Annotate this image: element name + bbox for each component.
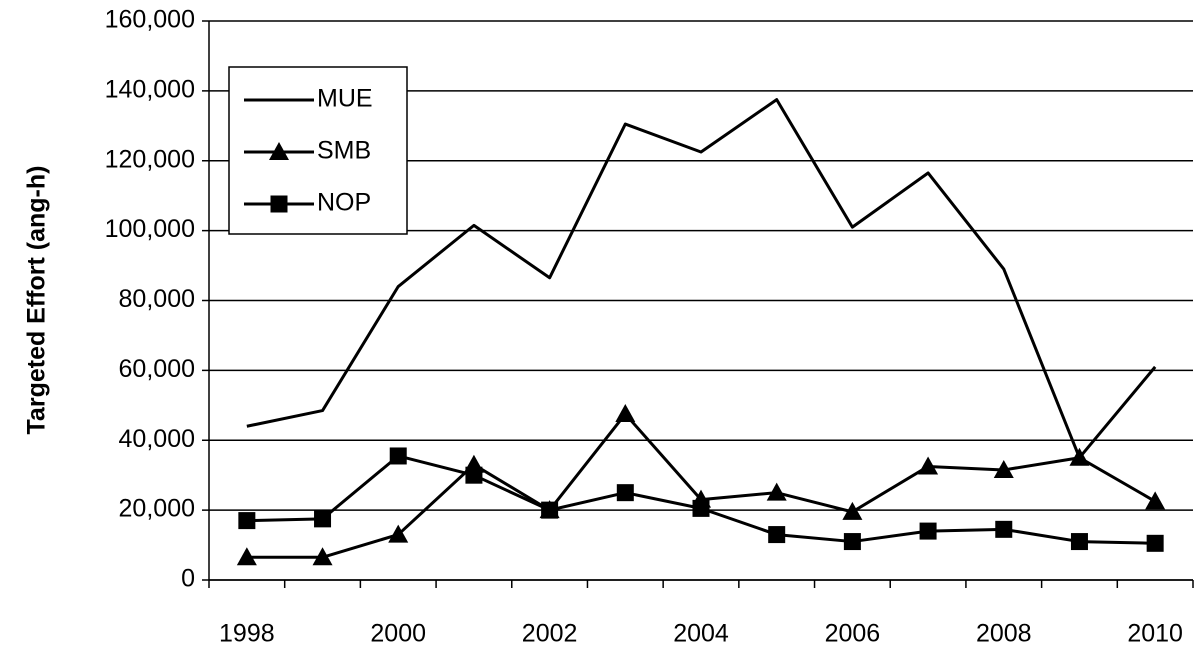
point <box>843 533 861 551</box>
point <box>541 501 559 519</box>
y-tick-label: 140,000 <box>105 75 195 103</box>
y-tick-label: 100,000 <box>105 215 195 243</box>
point <box>616 484 634 502</box>
x-tick-label: 2000 <box>370 620 426 648</box>
legend-label: MUE <box>317 85 373 113</box>
line <box>246 98 1157 460</box>
point <box>692 499 710 517</box>
point <box>919 522 937 540</box>
point <box>1146 534 1164 552</box>
point <box>1069 447 1090 466</box>
x-tick-label: 2004 <box>673 620 729 648</box>
y-tick-label: 40,000 <box>119 425 195 453</box>
point <box>918 456 939 475</box>
point <box>993 459 1014 478</box>
legend-label: NOP <box>317 189 371 217</box>
point <box>1145 491 1166 510</box>
x-tick-label: 2010 <box>1127 620 1183 648</box>
point <box>1070 533 1088 551</box>
point <box>615 404 636 423</box>
x-tick-label: 1998 <box>219 620 275 648</box>
point <box>312 547 333 566</box>
y-tick-label: 0 <box>181 565 195 593</box>
point <box>238 512 256 530</box>
point <box>465 466 483 484</box>
point <box>768 526 786 544</box>
x-tick-label: 2002 <box>522 620 578 648</box>
y-axis-label: Targeted Effort (ang-h) <box>23 166 51 435</box>
x-tick-label: 2006 <box>825 620 881 648</box>
y-tick-label: 120,000 <box>105 145 195 173</box>
legend-marker <box>270 195 288 213</box>
point <box>236 547 257 566</box>
point <box>388 524 409 543</box>
point <box>314 510 332 528</box>
legend-marker <box>269 142 289 160</box>
x-tick-label: 2008 <box>976 620 1032 648</box>
legend-label: SMB <box>317 137 371 165</box>
point <box>842 501 863 520</box>
point <box>995 520 1013 538</box>
y-tick-label: 80,000 <box>119 285 195 313</box>
y-tick-label: 20,000 <box>119 495 195 523</box>
y-tick-label: 160,000 <box>105 6 195 34</box>
y-tick-label: 60,000 <box>119 355 195 383</box>
line <box>246 412 1156 559</box>
point <box>389 447 407 465</box>
point <box>766 482 787 501</box>
